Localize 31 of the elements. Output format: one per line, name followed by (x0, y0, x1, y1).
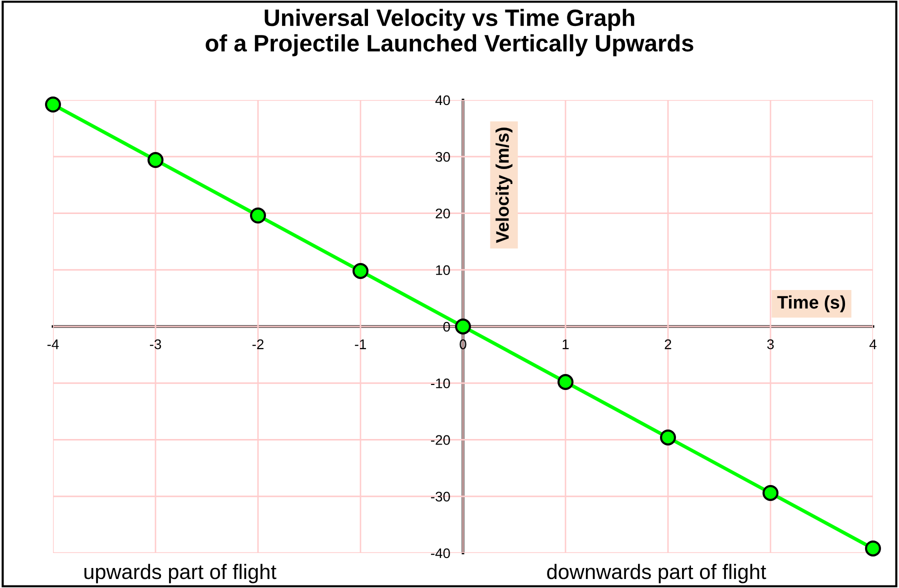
text: upwards part of flight (84, 564, 276, 584)
y-tick-label: -30 (431, 492, 450, 502)
y-tick-label: -20 (431, 435, 450, 445)
x-tick-label: 1 (562, 340, 569, 350)
point (865, 540, 881, 556)
y-tick-label: 30 (436, 152, 450, 162)
text: downwards part of flight (547, 564, 766, 584)
x-tick-label: -4 (47, 340, 59, 350)
point (45, 96, 61, 113)
y-tick-label: 40 (435, 95, 450, 106)
y-axis-title: Velocity (m/s) (496, 128, 512, 244)
x-tick-label: 4 (869, 340, 876, 350)
point (250, 208, 266, 224)
x-tick-label: 3 (767, 339, 774, 350)
x-tick-label: -2 (252, 339, 264, 350)
point (762, 484, 778, 501)
x-tick-label: -3 (150, 339, 162, 350)
x-tick-label: 2 (664, 339, 672, 350)
point (352, 263, 368, 279)
y-tick-label: 10 (436, 265, 450, 276)
y-tick-label: -40 (431, 548, 450, 558)
x-tick-label: -1 (354, 340, 366, 350)
x-axis-title: Time (s) (777, 295, 846, 312)
y-tick-label: 20 (436, 208, 450, 218)
y-tick-label: 0 (443, 322, 450, 332)
point (660, 429, 676, 446)
point (148, 152, 164, 168)
point (558, 374, 574, 390)
y-tick-label: -10 (431, 378, 450, 388)
chart-title: Universal Velocity vs Time Graph of a Projectile Launched Vertically Upwards (206, 8, 694, 56)
point (455, 318, 471, 334)
